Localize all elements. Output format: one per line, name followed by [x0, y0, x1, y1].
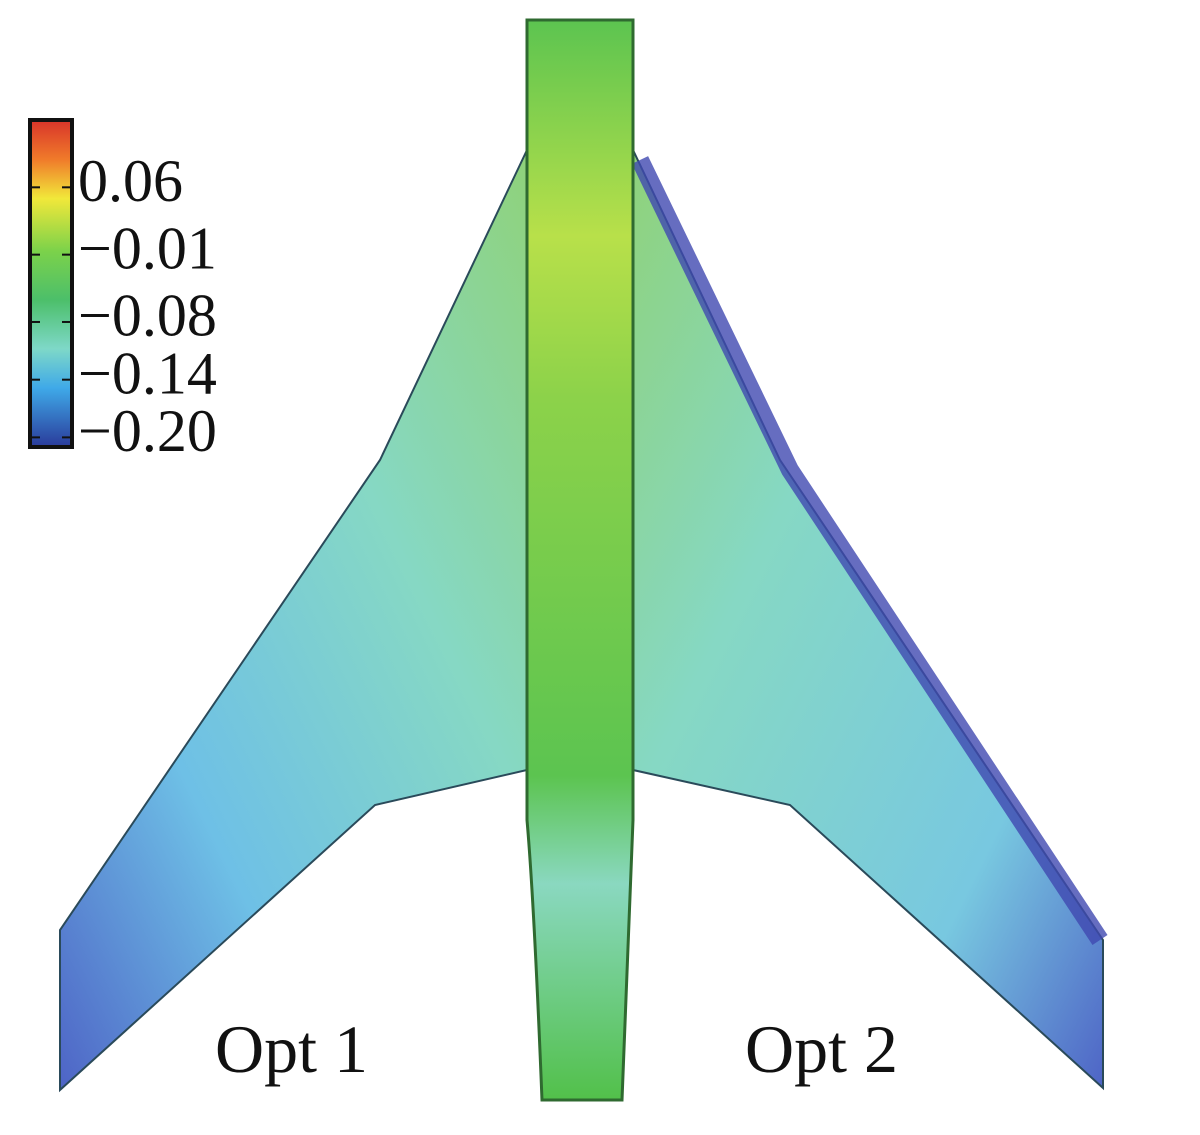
case-label: Opt 2: [745, 1011, 898, 1087]
fuselage: [525, 18, 635, 1102]
colorbar-tick-label: −0.20: [78, 398, 217, 464]
colorbar-tick-label: −0.14: [78, 340, 217, 406]
colorbar-ticks: 0.06−0.01−0.08−0.14−0.20: [30, 148, 217, 464]
colorbar-tick-label: −0.01: [78, 215, 217, 281]
colorbar: [28, 118, 74, 449]
colorbar-tick-label: −0.08: [78, 283, 217, 349]
right-leading-edge: [631, 156, 1108, 945]
colorbar-tick-label: 0.06: [78, 148, 183, 214]
case-label: Opt 1: [215, 1011, 368, 1087]
